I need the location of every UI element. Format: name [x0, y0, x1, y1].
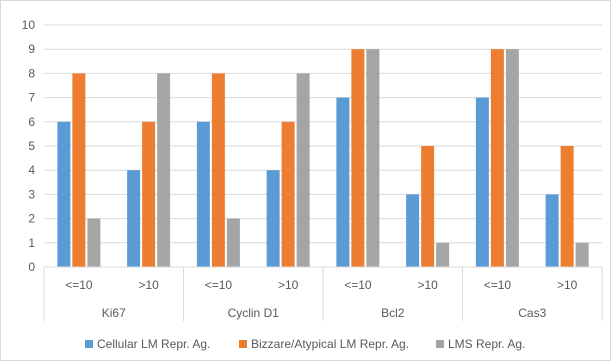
x-axis: <=10 >10 <=10 >10 <=10 >10 <=10 >10 Ki67 Cyclin D… [43, 266, 603, 321]
bar [406, 194, 420, 267]
bar [545, 194, 559, 267]
y-tick-label: 3 [28, 187, 35, 201]
bar [142, 121, 156, 267]
bar [505, 49, 519, 268]
y-tick-label: 5 [28, 139, 35, 153]
x-tick-label: >10 [557, 278, 578, 292]
y-tick-label: 10 [22, 18, 36, 32]
x-tick-label: <=10 [344, 278, 372, 292]
bar [157, 73, 171, 268]
y-tick-label: 7 [28, 91, 35, 105]
bar [226, 218, 240, 267]
bar [266, 170, 280, 267]
legend-swatch [85, 340, 93, 348]
bar [211, 73, 225, 268]
bar [127, 170, 141, 267]
bar [351, 49, 365, 268]
x-group-label: Bcl2 [381, 306, 405, 320]
x-group-label: Ki67 [102, 306, 126, 320]
bars [57, 49, 589, 268]
legend-swatch [436, 340, 444, 348]
x-tick-label: >10 [278, 278, 299, 292]
bar [366, 49, 380, 268]
legend-label: Bizzare/Atypical LM Repr. Ag. [251, 337, 409, 351]
legend: Cellular LM Repr. Ag. Bizzare/Atypical LM… [85, 337, 525, 351]
bar [72, 73, 86, 268]
x-tick-label: >10 [417, 278, 438, 292]
y-axis-tick-labels: 0 1 2 3 4 5 6 7 8 9 10 [22, 18, 36, 274]
y-tick-label: 1 [28, 236, 35, 250]
y-tick-label: 8 [28, 66, 35, 80]
y-tick-label: 2 [28, 212, 35, 226]
bar [281, 121, 295, 267]
legend-label: Cellular LM Repr. Ag. [97, 337, 210, 351]
x-tick-label: <=10 [205, 278, 233, 292]
bar [296, 73, 310, 268]
bar [336, 97, 350, 267]
x-tick-label: <=10 [484, 278, 512, 292]
bar [436, 242, 450, 267]
x-group-label: Cas3 [518, 306, 546, 320]
bar [575, 242, 589, 267]
x-tick-label: >10 [138, 278, 159, 292]
y-tick-label: 0 [28, 260, 35, 274]
bar [87, 218, 101, 267]
y-tick-label: 6 [28, 115, 35, 129]
bar [421, 146, 435, 267]
bar [560, 146, 574, 267]
y-tick-label: 9 [28, 42, 35, 56]
legend-swatch [239, 340, 247, 348]
bar [57, 121, 71, 267]
bar [196, 121, 210, 267]
legend-label: LMS Repr. Ag. [448, 337, 525, 351]
x-group-label: Cyclin D1 [228, 306, 280, 320]
bar [490, 49, 504, 268]
y-tick-label: 4 [28, 163, 35, 177]
bar [475, 97, 489, 267]
x-tick-label: <=10 [65, 278, 93, 292]
